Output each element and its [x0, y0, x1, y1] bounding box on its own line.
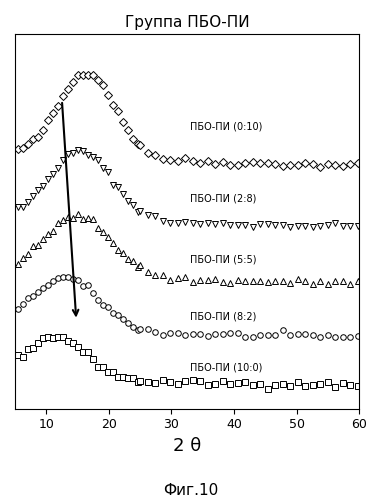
Text: ПБО-ПИ (0:10): ПБО-ПИ (0:10) [190, 122, 262, 132]
Text: Фиг.10: Фиг.10 [163, 483, 219, 498]
Title: Группа ПБО-ПИ: Группа ПБО-ПИ [125, 15, 249, 30]
X-axis label: 2 θ: 2 θ [173, 437, 201, 455]
Text: ПБО-ПИ (5:5): ПБО-ПИ (5:5) [190, 255, 257, 265]
Text: ПБО-ПИ (10:0): ПБО-ПИ (10:0) [190, 363, 262, 373]
Text: ПБО-ПИ (8:2): ПБО-ПИ (8:2) [190, 312, 257, 322]
Text: ПБО-ПИ (2:8): ПБО-ПИ (2:8) [190, 194, 257, 203]
